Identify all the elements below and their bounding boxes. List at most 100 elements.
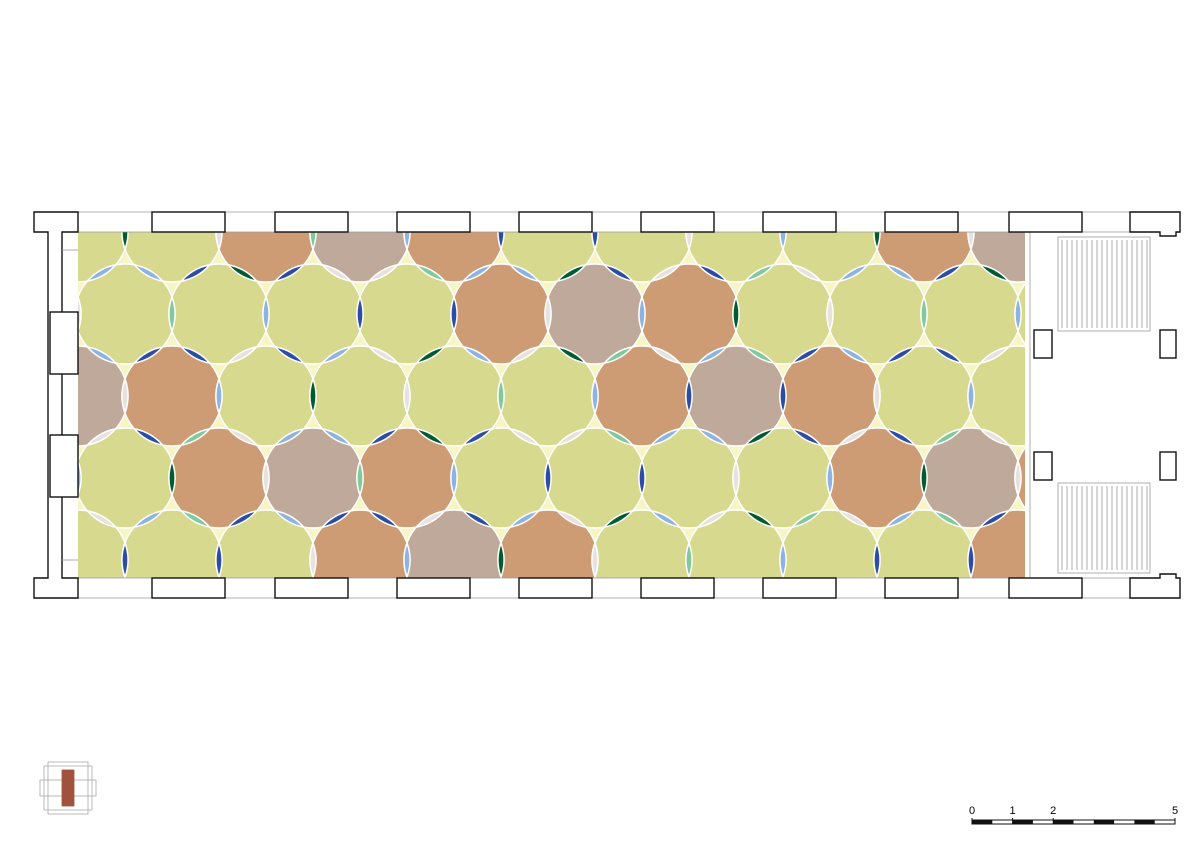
pier xyxy=(1008,577,1083,599)
tile-lens xyxy=(85,509,118,529)
tile-lens xyxy=(967,232,975,252)
tile-circle xyxy=(263,100,363,200)
tile-circle xyxy=(169,100,269,200)
tile-lens xyxy=(884,427,917,447)
tile-circle xyxy=(733,100,833,200)
tile-lens xyxy=(414,427,447,447)
tile-circle xyxy=(827,100,927,200)
tile-lens xyxy=(980,183,1008,199)
tile-lens xyxy=(0,593,22,609)
pier xyxy=(518,211,593,233)
tile-lens xyxy=(87,183,115,199)
tile-lens xyxy=(921,133,927,167)
tile-lens xyxy=(555,263,588,283)
tile-lens xyxy=(967,540,975,578)
tile-lens xyxy=(745,183,773,199)
tile-lens xyxy=(263,133,269,167)
tile-lens xyxy=(134,183,162,199)
tile-lens xyxy=(215,540,223,578)
tile-lens xyxy=(839,183,867,199)
tile-lens xyxy=(873,540,881,578)
tile-lens xyxy=(320,345,353,365)
tile-lens xyxy=(978,509,1011,529)
tile-lens xyxy=(451,625,457,659)
tile-lens xyxy=(685,232,693,252)
tile-circle xyxy=(1015,100,1115,200)
tile-circle xyxy=(967,232,1025,283)
tile-lens xyxy=(226,263,259,283)
tile-lens xyxy=(837,263,870,283)
tile-lens xyxy=(132,263,165,283)
tile-lens xyxy=(228,593,256,609)
tile-lens xyxy=(921,625,927,659)
tile-lens xyxy=(497,376,505,416)
tile-lens xyxy=(1062,379,1068,413)
tile-lens xyxy=(78,294,82,334)
scale-label: 2 xyxy=(1050,805,1056,817)
pier xyxy=(640,577,715,599)
scale-label: 5 xyxy=(1172,805,1178,817)
tile-lens xyxy=(873,232,881,252)
tile-lens xyxy=(602,263,635,283)
tile-lens xyxy=(367,345,400,365)
tile-lens xyxy=(273,427,306,447)
pier xyxy=(884,211,959,233)
tile-lens xyxy=(228,183,256,199)
tile-circle xyxy=(0,182,34,282)
tile-lens xyxy=(132,345,165,365)
tile-circle xyxy=(639,100,739,200)
scale-label: 0 xyxy=(969,805,975,817)
tile-lens xyxy=(320,263,353,283)
tile-lens xyxy=(28,215,34,249)
scale-segment xyxy=(1134,820,1155,824)
tile-lens xyxy=(85,263,118,283)
tile-lens xyxy=(732,294,740,334)
tile-lens xyxy=(1074,265,1102,281)
tile-lens xyxy=(226,427,259,447)
tile-lens xyxy=(322,183,350,199)
tile-lens xyxy=(1121,347,1149,363)
tile-circle xyxy=(0,592,81,692)
tile-lens xyxy=(779,540,787,578)
tile-lens xyxy=(1121,183,1149,199)
tile-lens xyxy=(403,232,411,252)
tile-lens xyxy=(696,427,729,447)
floor-pattern xyxy=(0,100,1149,692)
tile-lens xyxy=(179,263,212,283)
tile-lens xyxy=(0,265,22,281)
tile-lens xyxy=(591,540,599,578)
tile-lens xyxy=(168,458,176,498)
tile-lens xyxy=(414,509,447,529)
tile-lens xyxy=(403,540,411,578)
tile-lens xyxy=(544,294,552,334)
tile-lens xyxy=(273,509,306,529)
tile-lens xyxy=(40,183,68,199)
tile-lens xyxy=(1015,133,1021,167)
tile-lens xyxy=(356,294,364,334)
tile-circle xyxy=(263,592,363,692)
building-outline xyxy=(33,211,1180,599)
tile-lens xyxy=(309,376,317,416)
tile-circle xyxy=(78,232,129,283)
tile-lens xyxy=(920,458,928,498)
pier xyxy=(884,577,959,599)
tile-circle xyxy=(75,100,175,200)
tile-lens xyxy=(638,294,646,334)
tile-lens xyxy=(696,263,729,283)
tile-lens xyxy=(275,183,303,199)
tile-lens xyxy=(685,540,693,578)
tile-lens xyxy=(309,540,317,578)
tile-lens xyxy=(933,183,961,199)
tile-lens xyxy=(461,427,494,447)
tile-lens xyxy=(790,263,823,283)
tile-circle xyxy=(169,592,269,692)
tile-lens xyxy=(545,625,551,659)
tile-lens xyxy=(1074,511,1102,527)
tile-lens xyxy=(696,509,729,529)
tile-lens xyxy=(28,543,34,577)
window-piers xyxy=(151,211,1083,599)
tile-lens xyxy=(886,183,914,199)
tile-lens xyxy=(121,540,129,578)
tile-lens xyxy=(132,427,165,447)
